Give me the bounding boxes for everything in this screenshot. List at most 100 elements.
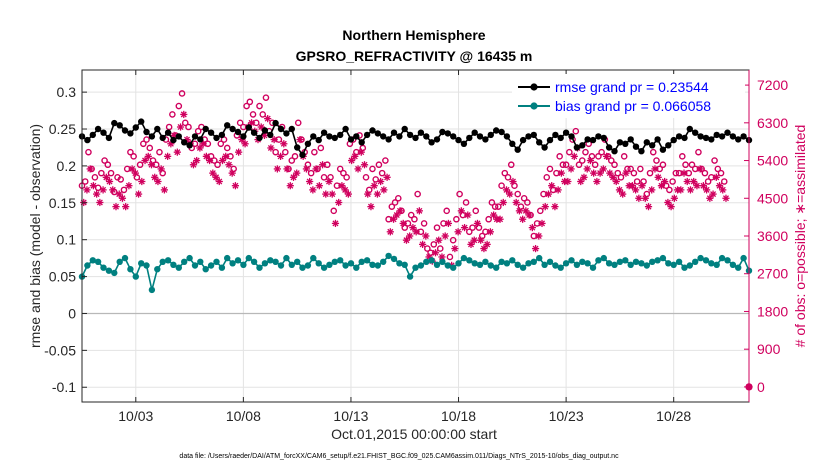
obs-possible-point-149 [559, 161, 567, 169]
obs-assimilated-point-31 [180, 110, 188, 119]
obs-assimilated-point-105 [419, 240, 427, 248]
rmse-point-80 [509, 140, 516, 147]
obs-assimilated-point-88 [364, 190, 372, 198]
bias-point-17 [170, 261, 177, 268]
bias-point-66 [433, 261, 441, 268]
bias-point-56 [380, 258, 387, 265]
bias-point-94 [584, 260, 591, 267]
obs-assimilated-point-164 [609, 173, 617, 181]
obs-assimilated-point-156 [583, 165, 591, 173]
obs-possible-point-168 [620, 153, 628, 160]
rmse-point-79 [503, 133, 511, 140]
footer-data-file: data file: /Users/raeder/DAI/ATM_forcXX/… [179, 453, 619, 460]
bias-point-113 [686, 262, 693, 269]
obs-assimilated-point-87 [360, 161, 369, 169]
y-tick-label-5: 0.15 [49, 195, 76, 211]
bias-point-30 [240, 261, 247, 268]
rmse-point-1 [84, 136, 91, 144]
rmse-point-17 [170, 136, 177, 144]
rmse-point-111 [675, 133, 683, 140]
obs-assimilated-point-172 [635, 194, 643, 202]
obs-possible-point-102 [407, 211, 415, 219]
rmse-point-118 [713, 131, 720, 139]
bias-point-98 [605, 260, 613, 267]
obs-assimilated-point-127 [490, 211, 498, 219]
rmse-point-68 [444, 130, 451, 137]
rmse-point-10 [132, 124, 139, 131]
rmse-point-61 [406, 131, 414, 139]
y-right-tick-label-1: 900 [757, 341, 781, 357]
y-tick-label-8: 0.3 [57, 84, 77, 100]
bias-point-101 [622, 257, 629, 264]
bias-point-24 [207, 262, 215, 269]
obs-assimilated-point-59 [270, 135, 278, 144]
rmse-point-105 [643, 139, 650, 146]
rmse-point-59 [396, 133, 403, 140]
obs-assimilated-point-158 [590, 169, 598, 177]
obs-assimilated-point-45 [225, 161, 233, 169]
obs-possible-point-193 [701, 169, 709, 177]
bias-point-61 [406, 273, 414, 280]
obs-assimilated-point-106 [422, 232, 430, 240]
bias-point-47 [331, 258, 338, 265]
rmse-point-76 [487, 131, 494, 139]
bias-point-60 [401, 261, 408, 268]
rmse-point-74 [476, 133, 484, 140]
obs-assimilated-point-26 [164, 152, 172, 160]
obs-possible-point-15 [127, 148, 134, 156]
x-tick-label-0: 10/03 [118, 408, 153, 424]
obs-assimilated-point-168 [622, 169, 630, 177]
obs-assimilated-point-139 [528, 224, 536, 232]
obs-assimilated-point-176 [648, 186, 656, 194]
obs-assimilated-point-44 [222, 152, 230, 160]
obs-assimilated-point-60 [273, 165, 281, 173]
rmse-point-31 [245, 124, 252, 131]
bias-point-97 [600, 254, 607, 262]
x-tick-label-1: 10/08 [226, 408, 261, 424]
legend-rmse-marker [530, 83, 538, 91]
obs-assimilated-point-11 [115, 190, 123, 198]
bias-point-9 [127, 266, 134, 273]
obs-assimilated-point-103 [412, 228, 420, 236]
obs-possible-point-176 [646, 169, 654, 177]
bias-point-44 [315, 260, 322, 267]
obs-assimilated-point-17 [134, 190, 143, 198]
bias-point-96 [595, 257, 602, 264]
obs-possible-point-130 [498, 182, 505, 189]
bias-point-27 [224, 254, 231, 262]
rmse-point-81 [514, 146, 521, 153]
obs-assimilated-point-129 [496, 215, 504, 223]
bias-point-41 [299, 264, 306, 271]
bias-point-15 [159, 258, 166, 265]
obs-possible-point-94 [382, 157, 389, 164]
rmse-point-57 [385, 136, 392, 143]
rmse-point-53 [363, 131, 371, 139]
bias-point-6 [111, 269, 118, 277]
obs-assimilated-point-193 [703, 186, 711, 194]
rmse-point-104 [638, 148, 645, 155]
rmse-point-87 [546, 136, 554, 144]
bias-point-77 [493, 264, 500, 271]
legend-rmse-label: rmse grand pr = 0.23544 [555, 79, 709, 95]
bias-point-71 [460, 254, 468, 262]
rmse-point-121 [729, 133, 737, 140]
obs-assimilated-point-173 [638, 182, 646, 190]
rmse-point-77 [493, 127, 500, 134]
obs-assimilated-point-174 [641, 194, 649, 202]
obs-assimilated-point-183 [670, 194, 678, 202]
rmse-point-70 [455, 136, 462, 144]
obs-assimilated-point-73 [315, 182, 323, 190]
rmse-point-47 [331, 134, 338, 142]
obs-assimilated-point-23 [154, 177, 162, 186]
obs-possible-point-182 [666, 186, 673, 194]
x-axis-label: Oct.01,2015 00:00:00 start [331, 426, 497, 442]
obs-assimilated-point-144 [544, 190, 553, 198]
obs-assimilated-point-123 [477, 236, 485, 244]
bias-point-43 [310, 254, 317, 262]
obs-possible-point-132 [504, 174, 512, 181]
rmse-point-107 [654, 136, 661, 143]
obs-assimilated-point-77 [328, 190, 336, 198]
obs-assimilated-point-69 [302, 165, 311, 173]
obs-possible-point-197 [714, 165, 722, 173]
